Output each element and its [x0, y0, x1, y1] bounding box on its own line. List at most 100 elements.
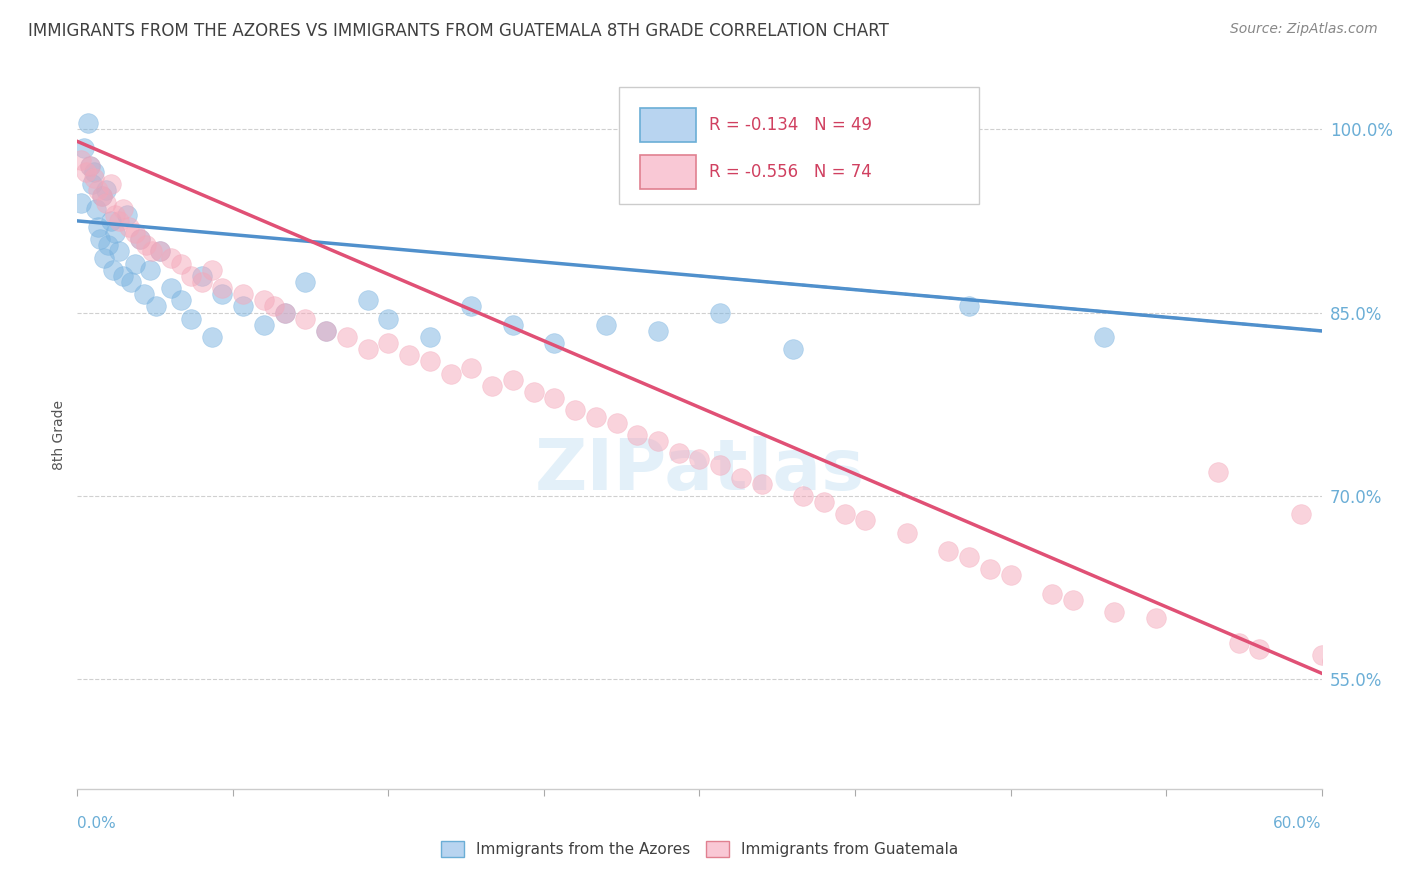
Point	[564, 403, 586, 417]
Point	[128, 232, 150, 246]
Point	[84, 202, 107, 216]
Text: 60.0%: 60.0%	[1274, 816, 1322, 830]
Point	[1249, 641, 1271, 656]
Point	[294, 275, 316, 289]
Point	[108, 244, 131, 259]
Point	[896, 525, 918, 540]
Point	[709, 305, 731, 319]
Point	[79, 159, 101, 173]
Point	[357, 293, 380, 308]
Point	[782, 343, 804, 357]
Point	[141, 244, 163, 259]
Point	[111, 268, 134, 283]
Point	[1104, 605, 1126, 619]
Point	[100, 214, 122, 228]
Point	[201, 262, 224, 277]
Point	[668, 446, 690, 460]
Point	[83, 171, 105, 186]
Point	[89, 232, 111, 246]
Point	[191, 268, 214, 283]
Point	[481, 379, 503, 393]
Point	[855, 513, 877, 527]
Point	[87, 219, 110, 234]
Point	[135, 238, 157, 252]
Point	[813, 495, 835, 509]
Point	[730, 470, 752, 484]
Point	[70, 195, 93, 210]
Point	[170, 293, 193, 308]
Point	[274, 305, 297, 319]
Point	[377, 336, 399, 351]
Point	[502, 373, 524, 387]
Point	[128, 232, 150, 246]
FancyBboxPatch shape	[619, 87, 980, 204]
Point	[626, 428, 648, 442]
Point	[1206, 465, 1229, 479]
Point	[104, 226, 127, 240]
Point	[124, 257, 146, 271]
Point	[83, 165, 105, 179]
Point	[419, 354, 441, 368]
Point	[201, 330, 224, 344]
Point	[232, 300, 254, 314]
Point	[440, 367, 463, 381]
Point	[274, 305, 297, 319]
Point	[315, 324, 337, 338]
Point	[96, 183, 118, 197]
Point	[70, 153, 93, 167]
Point	[97, 238, 120, 252]
Text: R = -0.556   N = 74: R = -0.556 N = 74	[710, 162, 872, 181]
Point	[149, 244, 172, 259]
Point	[315, 324, 337, 338]
Point	[170, 257, 193, 271]
Point	[253, 293, 276, 308]
Point	[294, 311, 316, 326]
Point	[211, 281, 233, 295]
FancyBboxPatch shape	[640, 154, 696, 189]
Point	[132, 287, 155, 301]
Point	[543, 391, 565, 405]
Point	[139, 262, 162, 277]
Point	[1310, 648, 1333, 662]
Point	[91, 189, 114, 203]
Point	[647, 324, 669, 338]
Point	[398, 348, 420, 362]
Point	[1353, 666, 1375, 681]
Point	[93, 251, 115, 265]
Point	[523, 385, 546, 400]
Point	[124, 226, 146, 240]
Point	[211, 287, 233, 301]
Point	[120, 275, 142, 289]
Point	[1040, 587, 1063, 601]
Text: IMMIGRANTS FROM THE AZORES VS IMMIGRANTS FROM GUATEMALA 8TH GRADE CORRELATION CH: IMMIGRANTS FROM THE AZORES VS IMMIGRANTS…	[28, 22, 889, 40]
Point	[1320, 654, 1343, 668]
Point	[115, 208, 138, 222]
Point	[336, 330, 359, 344]
Point	[118, 219, 141, 234]
Point	[149, 244, 172, 259]
Point	[957, 550, 980, 565]
Point	[751, 476, 773, 491]
Point	[1372, 574, 1395, 589]
Point	[1227, 636, 1250, 650]
Y-axis label: 8th Grade: 8th Grade	[52, 400, 66, 470]
Point	[938, 544, 960, 558]
Point	[79, 159, 101, 173]
Point	[159, 251, 181, 265]
Point	[96, 195, 118, 210]
Point	[1393, 673, 1406, 687]
Point	[689, 452, 711, 467]
Point	[543, 336, 565, 351]
Point	[253, 318, 276, 332]
Point	[76, 116, 98, 130]
Point	[709, 458, 731, 473]
Point	[1092, 330, 1115, 344]
Point	[100, 178, 122, 192]
Point	[108, 214, 131, 228]
Text: Source: ZipAtlas.com: Source: ZipAtlas.com	[1230, 22, 1378, 37]
Point	[357, 343, 380, 357]
Point	[104, 208, 127, 222]
Point	[502, 318, 524, 332]
Point	[460, 300, 482, 314]
Point	[180, 311, 202, 326]
